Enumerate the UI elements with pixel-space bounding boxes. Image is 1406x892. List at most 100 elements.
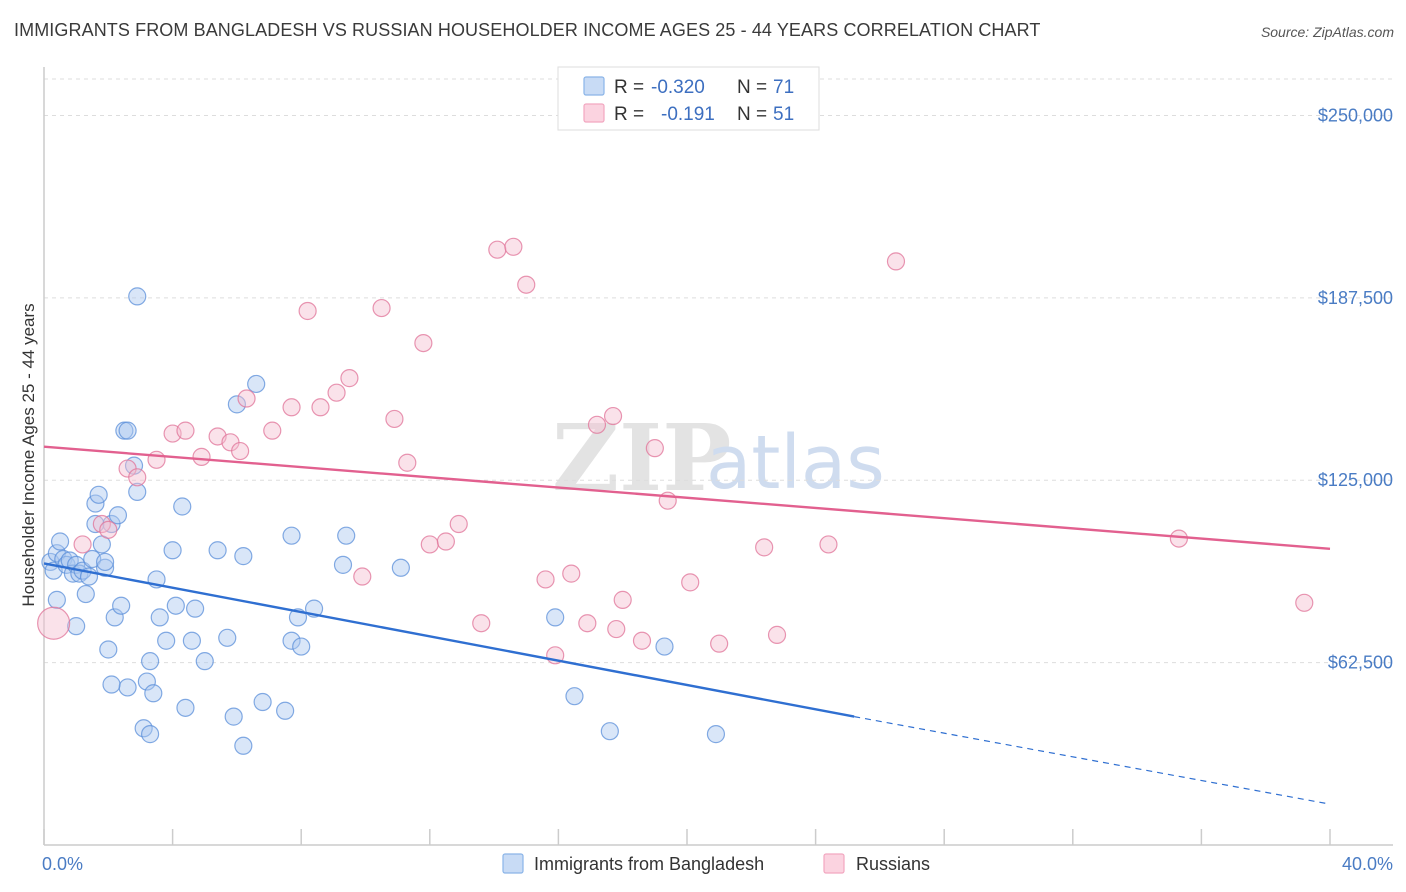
point-bangladesh: [208, 541, 227, 560]
point-bangladesh: [76, 584, 95, 604]
point-bangladesh: [140, 725, 160, 744]
point-russians: [632, 631, 652, 650]
point-russians: [886, 252, 906, 271]
watermark-zip: ZIP: [552, 404, 731, 512]
point-bangladesh: [105, 608, 124, 627]
point-russians: [414, 333, 433, 353]
point-bangladesh: [706, 725, 726, 744]
point-bangladesh: [600, 722, 619, 741]
point-bangladesh: [282, 631, 301, 650]
y-tick-label: $62,500: [1328, 653, 1393, 673]
point-bangladesh: [247, 374, 266, 394]
point-russians: [298, 301, 317, 321]
point-russians: [263, 421, 282, 440]
series-swatch-russians: [823, 853, 845, 874]
point-russians: [819, 535, 838, 554]
y-axis-label: Householder Income Ages 25 - 44 years: [19, 303, 38, 606]
series-label-russians: Russians: [856, 854, 930, 874]
point-russians: [73, 535, 92, 554]
point-bangladesh: [176, 698, 195, 717]
series-swatch-bangladesh: [502, 853, 524, 874]
point-bangladesh: [128, 482, 147, 502]
x-tick-label-min: 0.0%: [42, 854, 83, 874]
point-bangladesh: [333, 555, 353, 574]
point-russians: [311, 398, 330, 417]
point-russians: [681, 573, 700, 592]
y-tick-label: $125,000: [1318, 470, 1393, 490]
point-bangladesh: [224, 707, 243, 726]
point-russians: [436, 532, 455, 551]
point-russians: [710, 634, 729, 653]
point-russians: [587, 415, 607, 434]
point-russians: [176, 421, 195, 440]
legend-swatch-bangladesh: [583, 76, 605, 96]
y-tick-labels: $62,500 $125,000 $187,500 $250,000: [1318, 105, 1393, 672]
point-russians: [603, 406, 623, 426]
point-russians: [237, 389, 256, 408]
point-bangladesh: [391, 558, 410, 577]
point-russians: [37, 606, 71, 640]
y-tick-label: $187,500: [1318, 288, 1393, 308]
point-russians: [517, 275, 536, 294]
point-bangladesh: [292, 637, 311, 656]
point-bangladesh: [253, 692, 272, 712]
point-bangladesh: [173, 497, 192, 516]
point-russians: [1295, 593, 1314, 612]
point-russians: [645, 439, 664, 458]
y-tick-label: $250,000: [1318, 105, 1393, 125]
point-russians: [488, 240, 507, 259]
point-russians: [536, 570, 555, 589]
series-legend: Immigrants from Bangladesh Russians: [502, 853, 930, 874]
point-bangladesh: [182, 631, 201, 650]
point-bangladesh: [118, 421, 137, 440]
point-bangladesh: [108, 506, 128, 525]
point-bangladesh: [163, 541, 182, 560]
point-bangladesh: [234, 736, 253, 755]
point-russians: [767, 625, 787, 644]
trend-line-bangladesh: [43, 562, 855, 718]
point-russians: [578, 614, 597, 633]
point-bangladesh: [89, 485, 108, 504]
point-russians: [231, 441, 250, 461]
gridlines: [44, 78, 1393, 664]
point-russians: [385, 409, 404, 429]
point-bangladesh: [118, 678, 137, 697]
correlation-legend: R = -0.320 N = 71 R = -0.191 N = 51: [557, 66, 820, 131]
point-russians: [282, 398, 301, 417]
point-bangladesh: [186, 599, 205, 618]
x-axis-ticks: [43, 829, 1331, 845]
point-russians: [398, 453, 417, 472]
legend-r-label-1: R =: [614, 77, 644, 98]
x-tick-label-max: 40.0%: [1342, 854, 1393, 874]
point-bangladesh: [282, 526, 301, 545]
point-russians: [472, 614, 491, 633]
point-russians: [562, 564, 581, 583]
point-bangladesh: [112, 596, 131, 615]
legend-n-value-2: 51: [773, 104, 794, 125]
point-russians: [327, 383, 346, 402]
point-bangladesh: [140, 652, 160, 671]
point-russians: [755, 538, 774, 557]
point-bangladesh: [150, 608, 169, 627]
point-bangladesh: [337, 526, 356, 545]
point-bangladesh: [144, 684, 163, 703]
point-russians: [192, 447, 211, 466]
point-russians: [449, 514, 468, 534]
trend-lines: [43, 445, 1331, 805]
point-bangladesh: [99, 640, 118, 659]
trend-line-russians: [43, 445, 1331, 551]
point-russians: [340, 369, 359, 388]
series-label-bangladesh: Immigrants from Bangladesh: [534, 854, 764, 874]
point-russians: [613, 590, 632, 609]
point-bangladesh: [546, 608, 565, 627]
point-bangladesh: [565, 687, 584, 706]
point-bangladesh: [102, 675, 121, 694]
point-bangladesh: [67, 617, 86, 636]
point-russians: [128, 468, 147, 487]
legend-swatch-russians: [583, 103, 605, 123]
chart-title: IMMIGRANTS FROM BANGLADESH VS RUSSIAN HO…: [14, 20, 1041, 40]
watermark-atlas: atlas: [706, 420, 885, 506]
point-russians: [504, 237, 523, 256]
legend-n-label-1: N =: [737, 77, 767, 98]
